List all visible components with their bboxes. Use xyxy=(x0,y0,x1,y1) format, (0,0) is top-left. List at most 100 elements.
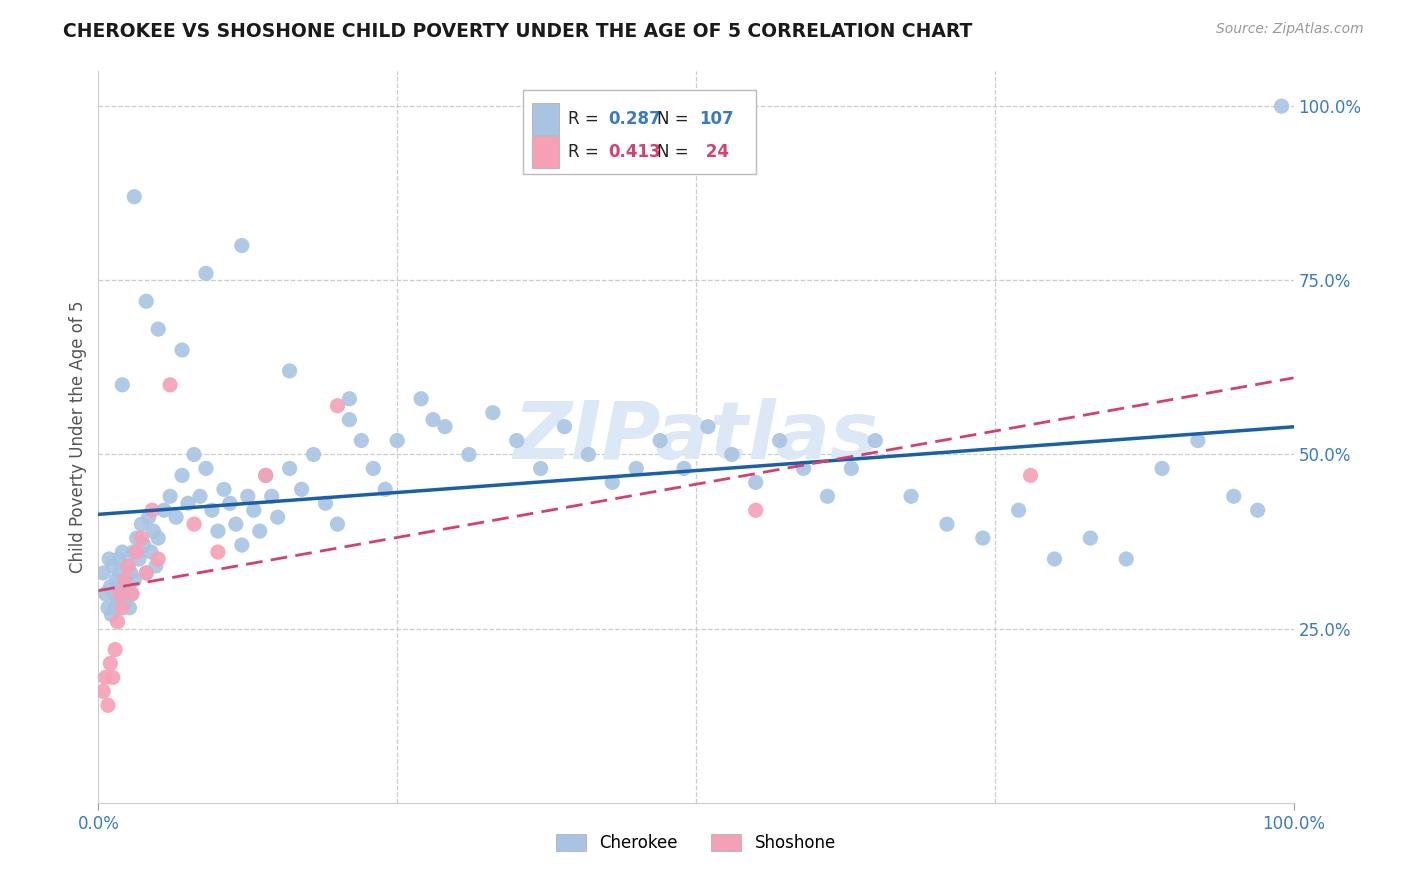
Point xyxy=(972,531,994,545)
Point xyxy=(118,600,141,615)
Point xyxy=(105,573,128,587)
Point xyxy=(506,434,529,448)
Point xyxy=(148,531,170,545)
Point xyxy=(94,587,117,601)
Point xyxy=(121,587,143,601)
Point xyxy=(231,238,253,252)
Point xyxy=(385,434,409,448)
Point xyxy=(188,489,211,503)
Point xyxy=(225,517,247,532)
Point xyxy=(142,524,165,538)
Point xyxy=(138,510,160,524)
Point xyxy=(107,615,129,629)
Point xyxy=(1247,503,1270,517)
Point xyxy=(422,412,444,426)
Point xyxy=(815,489,838,503)
Point xyxy=(159,489,181,503)
Point xyxy=(458,448,481,462)
Point xyxy=(97,600,120,615)
Point xyxy=(626,461,648,475)
Point xyxy=(648,434,672,448)
Text: 0.413: 0.413 xyxy=(609,143,661,161)
Text: R =: R = xyxy=(568,143,605,161)
Point xyxy=(141,503,163,517)
Point xyxy=(117,558,139,573)
Point xyxy=(110,580,132,594)
Point xyxy=(434,419,457,434)
Point xyxy=(148,322,170,336)
Point xyxy=(793,461,815,475)
Point xyxy=(254,468,277,483)
Point xyxy=(201,503,224,517)
Point xyxy=(139,545,162,559)
Point xyxy=(98,552,121,566)
Point xyxy=(530,461,553,475)
Point xyxy=(172,468,194,483)
Point xyxy=(745,475,768,490)
Point xyxy=(172,343,194,357)
Point xyxy=(195,461,218,475)
Point xyxy=(260,489,283,503)
Y-axis label: Child Poverty Under the Age of 5: Child Poverty Under the Age of 5 xyxy=(69,301,87,574)
Point xyxy=(481,406,505,420)
Point xyxy=(111,600,134,615)
Point xyxy=(278,461,301,475)
Point xyxy=(121,587,143,601)
Point xyxy=(108,587,131,601)
Point xyxy=(135,566,157,580)
Point xyxy=(103,587,125,601)
Point xyxy=(97,698,120,713)
Point xyxy=(153,503,176,517)
Point xyxy=(339,392,361,406)
Point xyxy=(98,657,122,671)
Point xyxy=(745,503,768,517)
Text: CHEROKEE VS SHOSHONE CHILD POVERTY UNDER THE AGE OF 5 CORRELATION CHART: CHEROKEE VS SHOSHONE CHILD POVERTY UNDER… xyxy=(63,22,973,41)
Point xyxy=(159,377,181,392)
Point xyxy=(107,594,129,608)
Point xyxy=(841,461,863,475)
Point xyxy=(326,517,349,532)
Point xyxy=(124,190,146,204)
Point xyxy=(249,524,271,538)
Point xyxy=(145,558,167,573)
Point xyxy=(554,419,576,434)
FancyBboxPatch shape xyxy=(523,90,756,174)
FancyBboxPatch shape xyxy=(533,136,558,168)
Point xyxy=(673,461,696,475)
Point xyxy=(374,483,396,497)
Point xyxy=(236,489,259,503)
Point xyxy=(177,496,200,510)
Point xyxy=(602,475,624,490)
Point xyxy=(91,684,114,698)
Point xyxy=(148,552,170,566)
Point xyxy=(114,573,136,587)
Point xyxy=(122,545,145,559)
Point xyxy=(267,510,290,524)
Point xyxy=(900,489,922,503)
Point xyxy=(101,670,124,684)
Point xyxy=(291,483,314,497)
Point xyxy=(212,483,235,497)
Point xyxy=(1223,489,1246,503)
Point xyxy=(1115,552,1137,566)
Point xyxy=(231,538,253,552)
Text: N =: N = xyxy=(657,110,693,128)
Point xyxy=(115,594,138,608)
Text: N =: N = xyxy=(657,143,693,161)
Point xyxy=(111,545,134,559)
Point xyxy=(111,377,134,392)
Point xyxy=(135,294,157,309)
Point xyxy=(104,600,127,615)
Point xyxy=(131,517,153,532)
Point xyxy=(125,531,148,545)
Point xyxy=(697,419,720,434)
Text: ZIPatlas: ZIPatlas xyxy=(513,398,879,476)
Point xyxy=(1080,531,1102,545)
Point xyxy=(101,558,124,573)
Point xyxy=(114,573,136,587)
Point xyxy=(243,503,266,517)
Point xyxy=(936,517,959,532)
Point xyxy=(115,558,138,573)
Point xyxy=(326,399,349,413)
Point xyxy=(1152,461,1174,475)
